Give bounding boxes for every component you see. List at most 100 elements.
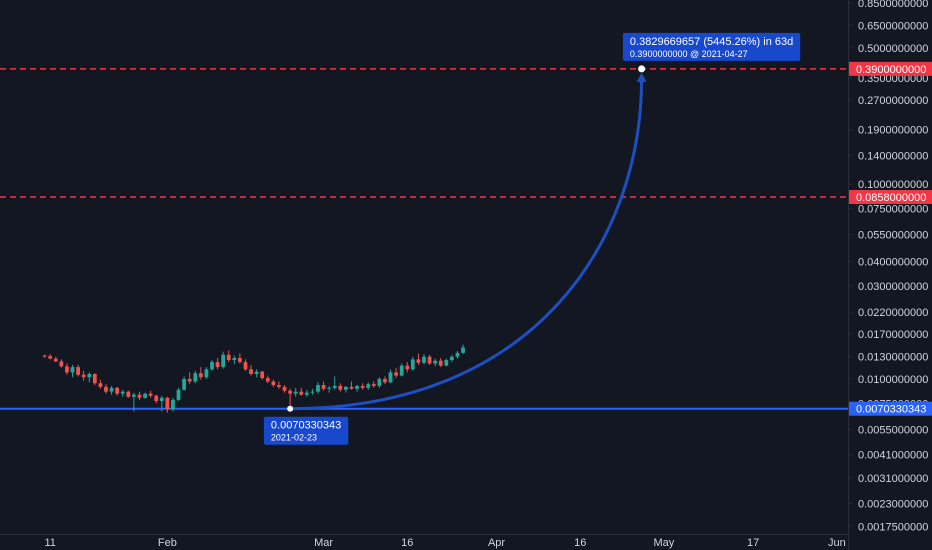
candle-body <box>265 378 270 382</box>
time-tick-label: 16 <box>401 537 413 549</box>
price-axis-background <box>848 0 932 550</box>
price-tick-label: 0.0017500000 <box>858 521 928 533</box>
time-tick-label: Feb <box>158 537 177 549</box>
candlestick-series <box>42 344 465 413</box>
candle-body <box>449 356 454 361</box>
projection-info-background <box>622 32 801 61</box>
candle-body <box>232 358 237 361</box>
projection-arrowhead <box>636 72 647 82</box>
candle-body <box>98 383 103 387</box>
price-tick-label: 0.6500000000 <box>858 21 928 33</box>
price-line-tag-label: 0.0070330343 <box>856 404 926 416</box>
start-point-value-text: 0.0070330343 <box>271 420 341 432</box>
candle-body <box>427 356 432 364</box>
time-axis-background <box>0 534 848 550</box>
candle-body <box>210 362 214 370</box>
price-tick-label: 0.1400000000 <box>858 151 928 163</box>
price-axis[interactable]: 0.8500000000 0.6500000000 0.5000000000 0.35… <box>848 0 932 550</box>
candle-body <box>433 360 438 364</box>
candle-body <box>65 366 69 373</box>
candle-body <box>143 393 147 398</box>
candle-body <box>394 372 399 376</box>
price-tick-label: 0.8500000000 <box>858 0 928 10</box>
candle-body <box>221 354 226 368</box>
candle-body <box>176 389 181 400</box>
candle-body <box>410 359 415 370</box>
candle-body <box>154 395 159 402</box>
candle-body <box>193 373 198 382</box>
candle-body <box>360 385 365 388</box>
price-tick-label: 0.0750000000 <box>858 203 928 215</box>
candle-body <box>70 367 75 373</box>
candle-body <box>198 373 203 378</box>
price-tick-label: 0.2700000000 <box>858 95 928 107</box>
candle-body <box>288 390 293 394</box>
candle-body <box>59 361 64 367</box>
candle-body <box>109 387 114 392</box>
start-point-info-box: 0.0070330343 2021-02-23 <box>263 416 349 445</box>
candle-body <box>371 384 376 386</box>
price-tick-labels: 0.8500000000 0.6500000000 0.5000000000 0.35… <box>848 0 928 533</box>
time-tick-label: May <box>654 537 675 549</box>
candle-body <box>321 385 326 389</box>
candle-body <box>137 394 142 398</box>
price-line-tag-label: 0.0858000000 <box>856 192 926 204</box>
candle-body <box>81 374 86 378</box>
candle-body <box>171 399 175 410</box>
projection-start-handle[interactable] <box>287 405 294 412</box>
candle-body <box>355 385 359 389</box>
candle-body <box>126 391 131 397</box>
time-tick-label: 17 <box>747 537 759 549</box>
price-tick-label: 0.1900000000 <box>858 125 928 137</box>
candle-body <box>48 356 53 359</box>
candle-body <box>237 358 242 363</box>
candle-body <box>92 373 97 384</box>
time-tick-label: Mar <box>314 537 333 549</box>
candle-body <box>349 386 354 389</box>
candle-body <box>455 352 460 357</box>
time-tick-label: Apr <box>488 537 505 549</box>
candle-body <box>260 371 265 379</box>
candle-body <box>104 386 108 392</box>
price-tick-label: 0.0031000000 <box>858 473 928 485</box>
candle-body <box>343 386 348 390</box>
candle-body <box>338 385 343 390</box>
candle-body <box>310 391 315 393</box>
price-tick-label: 0.0400000000 <box>858 257 928 269</box>
candle-body <box>204 369 209 378</box>
candle-body <box>282 386 287 391</box>
price-tick-label: 0.0220000000 <box>858 307 928 319</box>
candle-body <box>416 359 421 363</box>
start-point-date-text: 2021-02-23 <box>271 433 317 443</box>
projection-curve[interactable] <box>290 78 644 411</box>
candle-body <box>327 387 332 389</box>
candle-body <box>304 392 309 395</box>
candle-body <box>399 365 404 376</box>
candle-body <box>87 373 92 378</box>
candle-body <box>299 391 304 395</box>
price-line-tag <box>849 190 932 205</box>
candle-body <box>53 358 58 362</box>
horizontal-lines <box>0 68 848 410</box>
candle-body <box>120 391 125 394</box>
candle-body <box>332 385 337 388</box>
candle-body <box>249 369 253 374</box>
price-line-tag-label: 0.3900000000 <box>856 64 926 76</box>
candle-body <box>187 378 192 382</box>
projection-info-box: 0.3829669657 (5445.26%) in 63d 0.3900000… <box>622 32 801 61</box>
candle-body <box>293 391 298 394</box>
candle-body <box>215 362 220 368</box>
price-tick-label: 0.0300000000 <box>858 281 928 293</box>
candle-body <box>377 378 382 386</box>
candle-body <box>461 347 465 353</box>
projection-end-handle[interactable] <box>638 65 646 73</box>
candle-body <box>366 384 371 388</box>
candle-body <box>271 381 276 386</box>
candle-body <box>388 372 393 383</box>
price-tick-label: 0.0130000000 <box>858 352 928 364</box>
candle-body <box>42 355 47 357</box>
time-axis[interactable]: 11 Feb Mar 16 Apr 16 May 17 Jun <box>0 534 848 550</box>
candle-body <box>422 356 426 363</box>
